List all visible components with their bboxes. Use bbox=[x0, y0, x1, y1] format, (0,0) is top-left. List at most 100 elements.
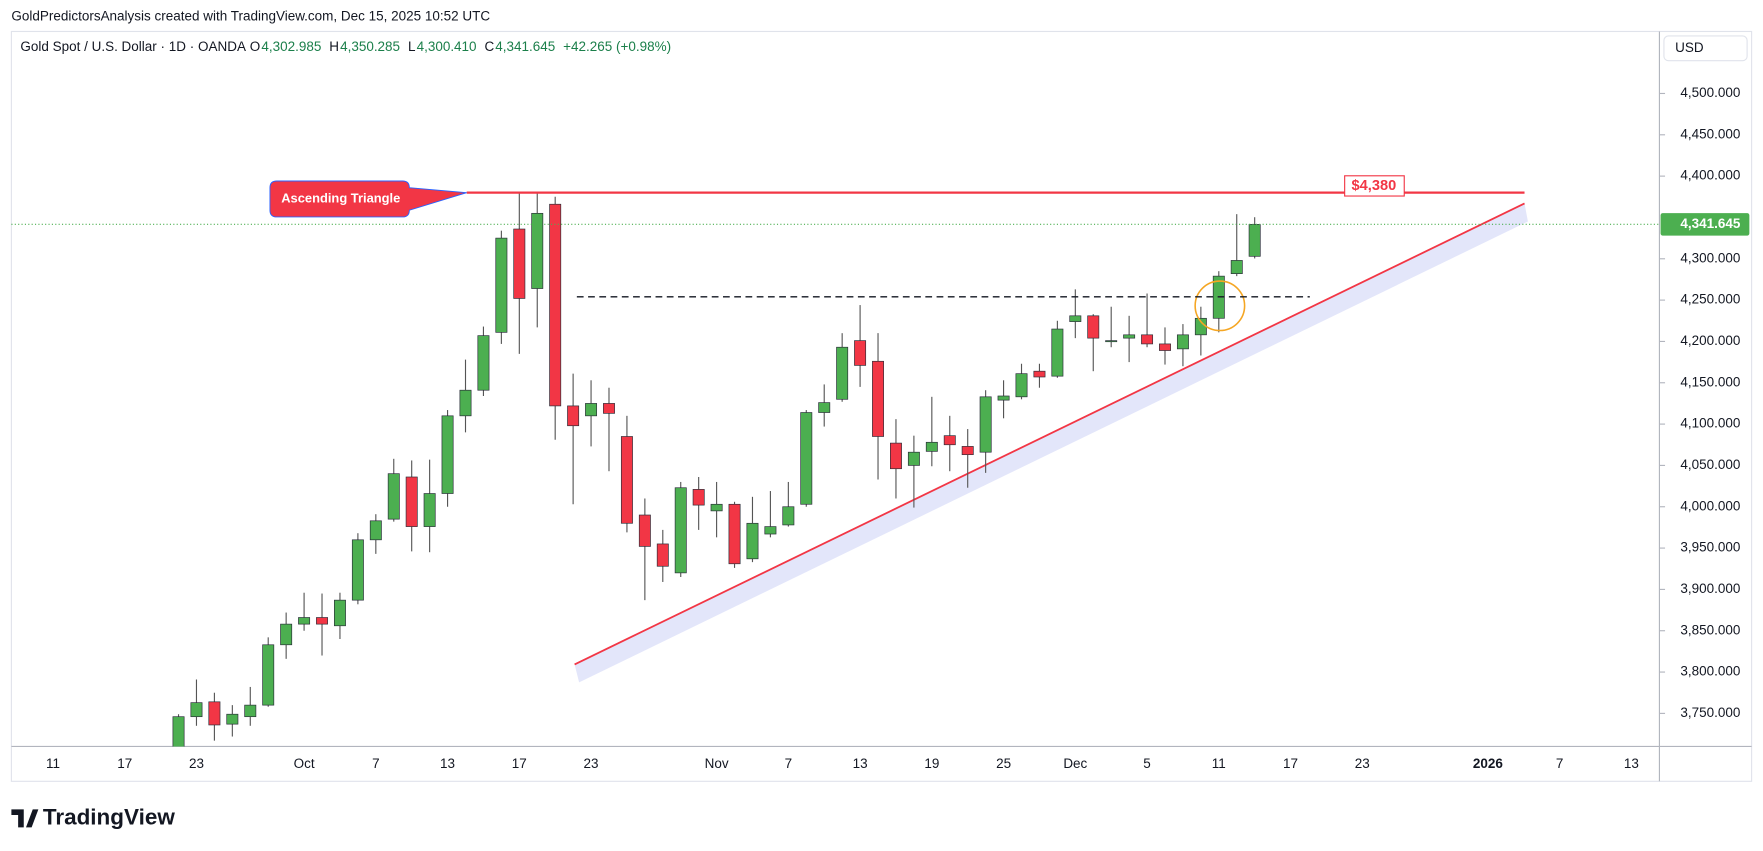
ohlc-key: L bbox=[408, 39, 416, 54]
candle-body bbox=[567, 405, 580, 427]
candle-body bbox=[1230, 260, 1243, 274]
callout bbox=[269, 180, 467, 218]
candles bbox=[172, 191, 1261, 747]
symbol: Gold Spot / U.S. Dollar · 1D · OANDA bbox=[20, 39, 246, 54]
y-tick-label: 4,400.000 bbox=[1680, 168, 1740, 183]
candle-body bbox=[387, 473, 400, 520]
y-tick-label: 4,200.000 bbox=[1680, 333, 1740, 348]
candle-body bbox=[854, 340, 867, 366]
candle-body bbox=[531, 212, 544, 289]
ohlc-change: +42.265 (+0.98%) bbox=[563, 39, 671, 54]
x-tick-label: 7 bbox=[372, 756, 380, 771]
y-tick-label: 4,450.000 bbox=[1680, 126, 1740, 141]
candle-body bbox=[943, 435, 956, 446]
y-tick-label: 3,900.000 bbox=[1680, 581, 1740, 596]
ohlc-value: 4,300.410 bbox=[417, 39, 477, 54]
candle-body bbox=[692, 489, 705, 506]
x-tick-label: 23 bbox=[584, 756, 599, 771]
candle-body bbox=[1069, 315, 1082, 322]
y-tick-label: 3,800.000 bbox=[1680, 664, 1740, 679]
x-tick-label: Nov bbox=[705, 756, 729, 771]
candle-body bbox=[997, 395, 1010, 401]
y-tick-label: 4,000.000 bbox=[1680, 498, 1740, 513]
candle-body bbox=[585, 403, 598, 417]
y-tick-label: 4,050.000 bbox=[1680, 457, 1740, 472]
x-tick-label: Oct bbox=[294, 756, 315, 771]
brand: TradingView bbox=[43, 804, 175, 829]
candle-body bbox=[872, 360, 884, 437]
x-tick-label: 11 bbox=[46, 756, 60, 771]
candle-body bbox=[369, 520, 382, 541]
candle-body bbox=[979, 396, 992, 453]
candle-body bbox=[764, 526, 777, 535]
currency[interactable]: USD bbox=[1675, 40, 1704, 55]
y-tick-label: 4,500.000 bbox=[1680, 85, 1740, 100]
x-tick-label: 5 bbox=[1143, 756, 1151, 771]
candle-body bbox=[1105, 340, 1118, 343]
brand-logo: TradingView bbox=[11, 804, 175, 829]
x-tick-label: 13 bbox=[1624, 756, 1639, 771]
candle-body bbox=[800, 412, 813, 505]
candle-body bbox=[782, 506, 795, 526]
ohlc-key: C bbox=[484, 39, 494, 54]
candle-body bbox=[441, 415, 454, 494]
logo-icon bbox=[11, 809, 39, 828]
ohlc-key: H bbox=[329, 39, 339, 54]
candle-body bbox=[620, 436, 633, 524]
candle-body bbox=[1176, 334, 1189, 350]
x-tick-label: 19 bbox=[924, 756, 939, 771]
resistance-tag bbox=[1344, 175, 1405, 197]
candle-body bbox=[1087, 315, 1100, 339]
x-tick-label: 13 bbox=[440, 756, 455, 771]
plot-area bbox=[172, 191, 1528, 747]
x-tick-label: 7 bbox=[1556, 756, 1564, 771]
currency-button[interactable] bbox=[1663, 35, 1748, 62]
candle-body bbox=[280, 623, 293, 646]
candle-body bbox=[316, 617, 328, 625]
candle-body bbox=[925, 441, 938, 452]
ohlc-value: 4,350.285 bbox=[340, 39, 400, 54]
candle-body bbox=[405, 476, 418, 527]
top-note: GoldPredictorsAnalysis created with Trad… bbox=[11, 8, 490, 23]
x-tick-label: 23 bbox=[189, 756, 204, 771]
x-tick-label: 17 bbox=[512, 756, 527, 771]
candle-body bbox=[423, 493, 436, 527]
candle-body bbox=[298, 617, 311, 625]
candle-body bbox=[549, 203, 562, 407]
candle-body bbox=[674, 487, 687, 574]
overlay: 3,750.000 3,800.000 3,850.000 3,900.000 3,95… bbox=[11, 85, 1750, 771]
callout-text: Ascending Triangle bbox=[281, 190, 400, 205]
candle-body bbox=[907, 451, 920, 466]
candle-body bbox=[190, 702, 203, 718]
x-tick-label: 17 bbox=[117, 756, 132, 771]
candle-body bbox=[244, 704, 257, 718]
trend-band bbox=[574, 203, 1528, 683]
candle-body bbox=[351, 539, 364, 601]
candle-body bbox=[818, 402, 831, 413]
ohlc-key: O bbox=[250, 39, 261, 54]
candle-body bbox=[890, 442, 902, 470]
candle-body bbox=[262, 644, 275, 706]
candle-body bbox=[513, 228, 526, 299]
candle-body bbox=[208, 701, 221, 726]
candle-body bbox=[172, 716, 185, 747]
y-tick-label: 3,750.000 bbox=[1680, 705, 1740, 720]
candle-body bbox=[728, 503, 741, 565]
candle-body bbox=[1159, 343, 1171, 351]
x-tick-label: 17 bbox=[1283, 756, 1298, 771]
candle-body bbox=[710, 503, 723, 512]
candle-body bbox=[459, 389, 472, 417]
x-tick-label: 2026 bbox=[1473, 756, 1503, 771]
x-tick-label: 13 bbox=[853, 756, 868, 771]
y-tick-label: 4,300.000 bbox=[1680, 250, 1740, 265]
x-tick-label: Dec bbox=[1063, 756, 1087, 771]
last-price-label: 4,341.645 bbox=[1680, 216, 1740, 231]
candle-body bbox=[495, 237, 508, 333]
y-tick-label: 3,950.000 bbox=[1680, 540, 1740, 555]
candle-body bbox=[638, 514, 651, 547]
candle-body bbox=[333, 599, 346, 627]
candle-body bbox=[961, 446, 974, 456]
candle-body bbox=[746, 522, 759, 560]
candle-body bbox=[1015, 373, 1028, 398]
